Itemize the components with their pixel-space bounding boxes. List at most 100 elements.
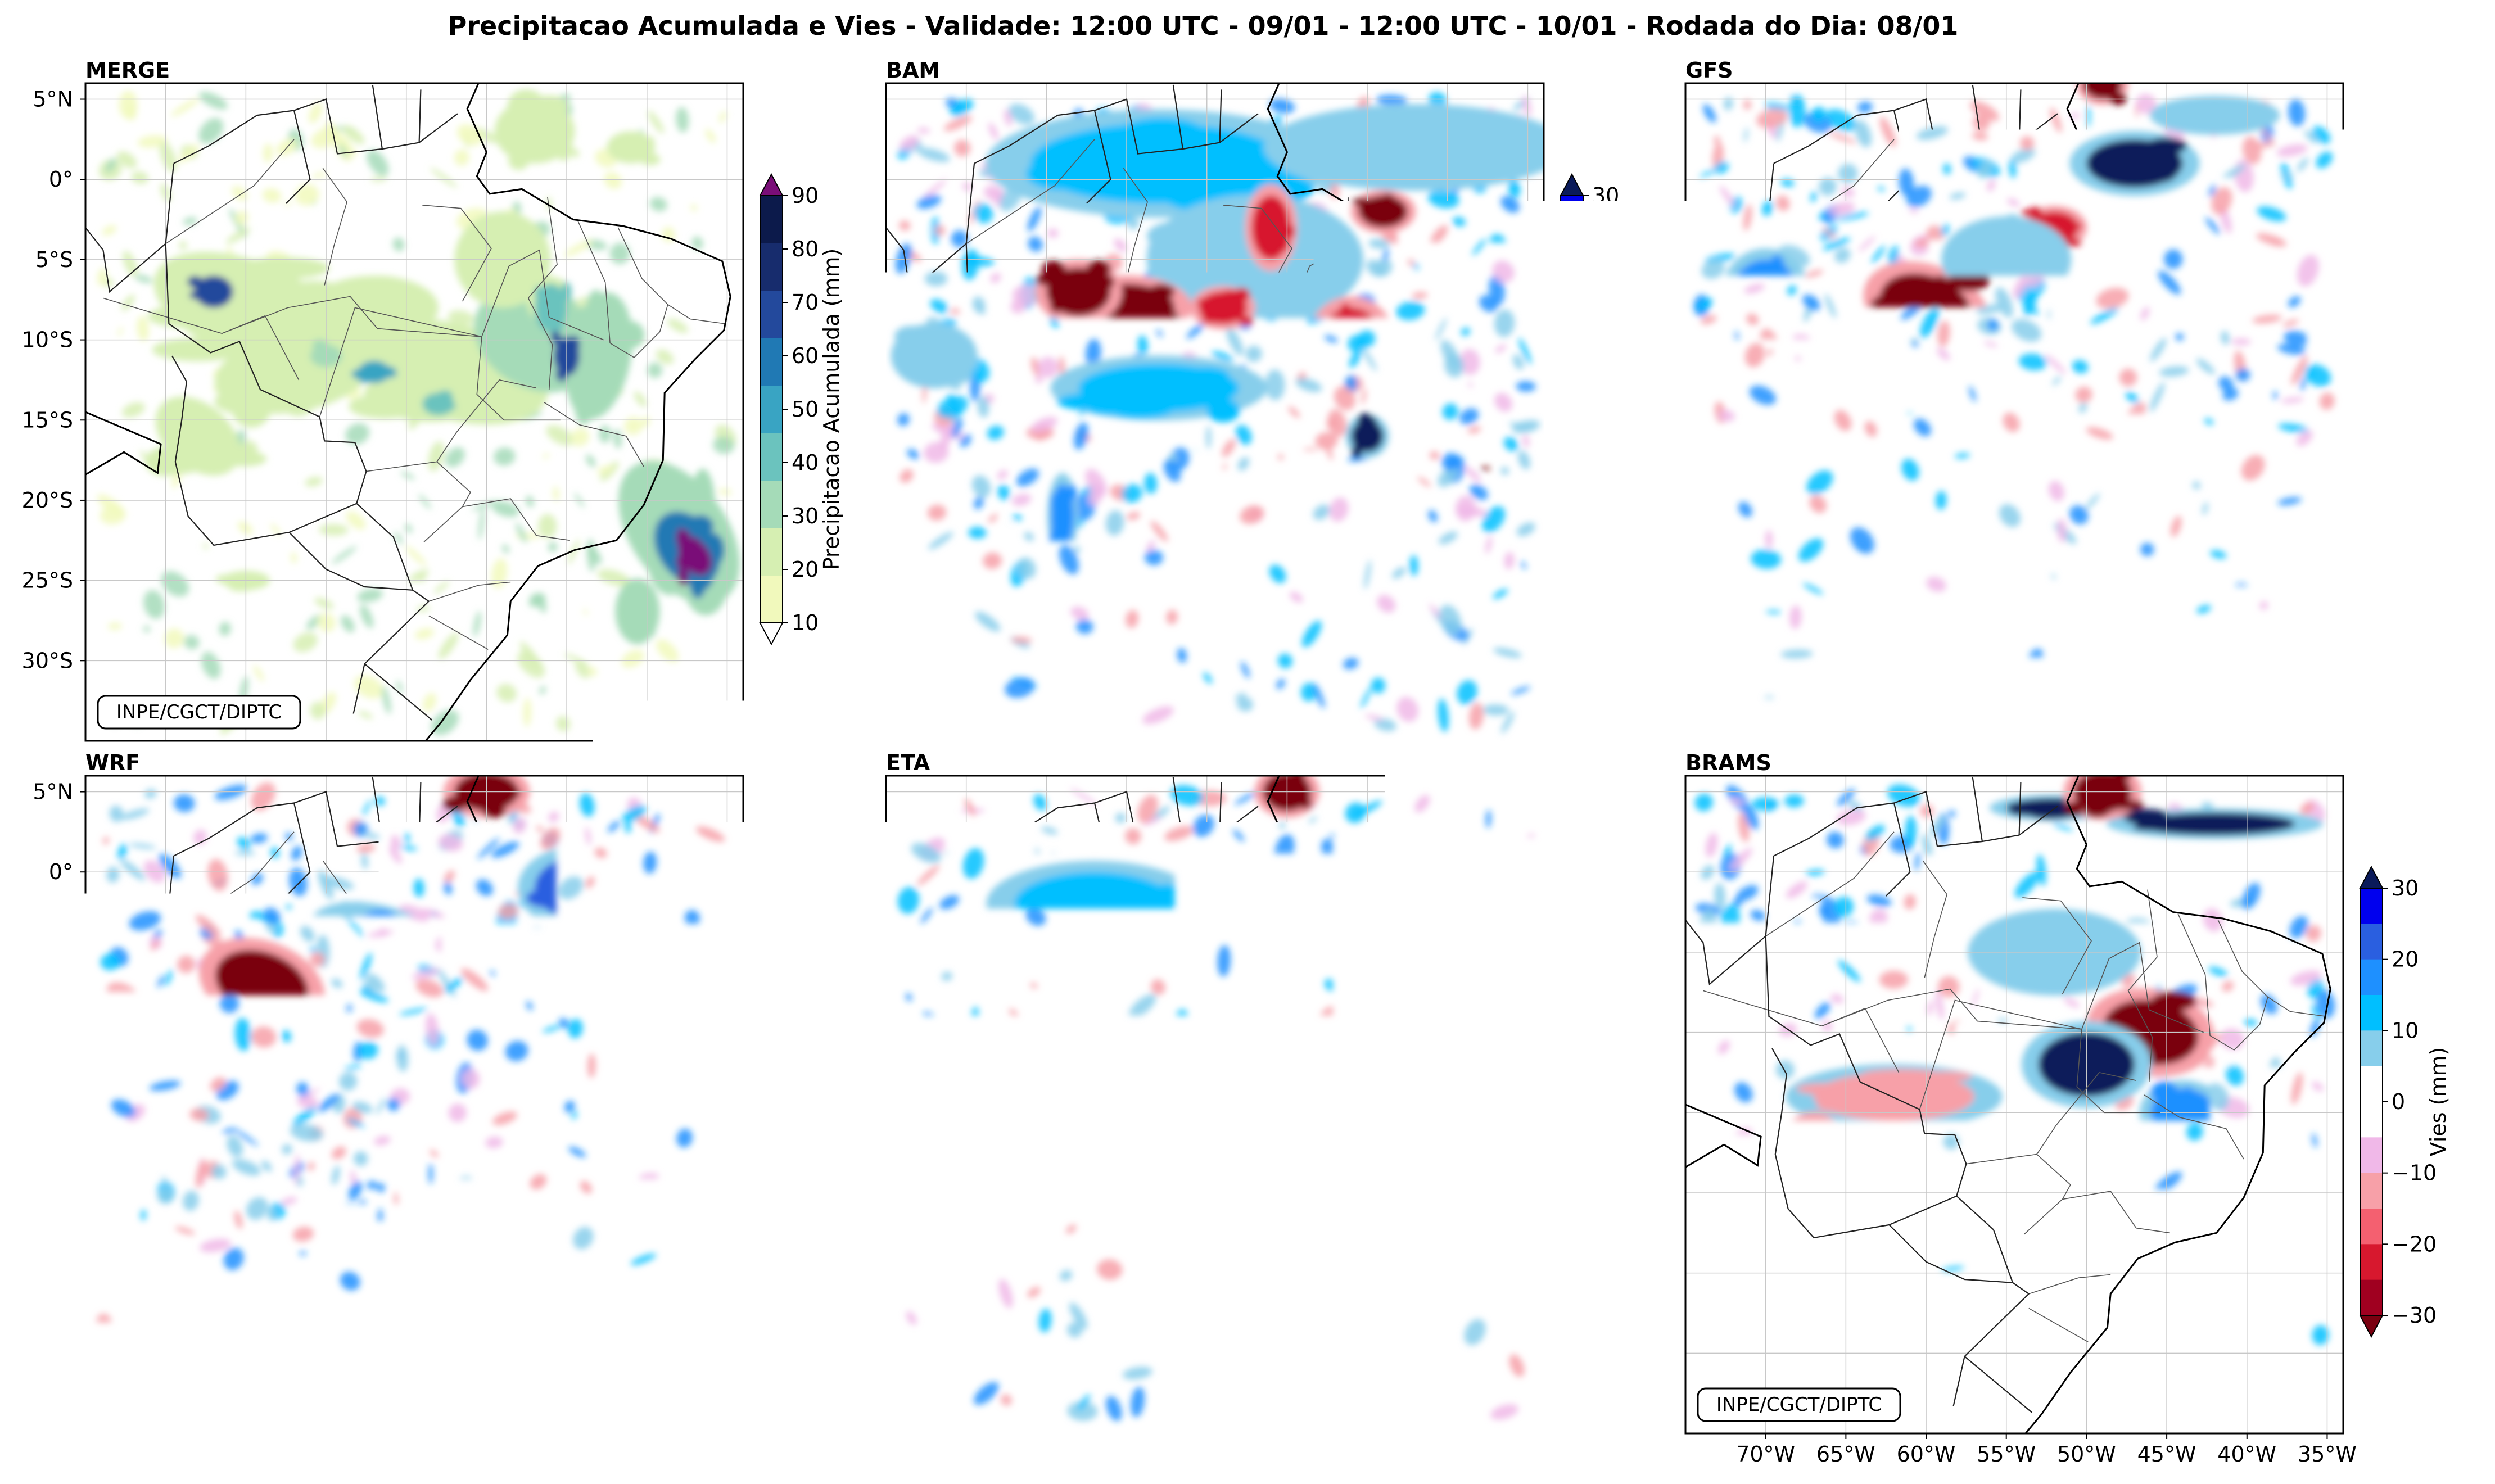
- field-fleck: [316, 1056, 374, 1073]
- field-fleck: [338, 1009, 358, 1019]
- field-fleck: [556, 367, 567, 382]
- field-fleck: [555, 1034, 597, 1053]
- field-fleck: [1270, 777, 1293, 793]
- colorbar-extend-max: [2360, 174, 2383, 196]
- field-fleck: [1805, 368, 1824, 383]
- field-fleck: [268, 1088, 301, 1102]
- field-fleck: [1881, 960, 1901, 975]
- field-fleck: [1887, 417, 1918, 446]
- colorbar-segment: [760, 1137, 783, 1173]
- lat-tick-label: 5°S: [35, 940, 73, 965]
- field-fleck: [2173, 102, 2204, 111]
- field-fleck: [230, 586, 252, 591]
- field-fleck: [2153, 421, 2171, 431]
- lon-tick-label: 70°W: [136, 1442, 195, 1467]
- lon-tick-label: 50°W: [1258, 1442, 1317, 1467]
- field-fleck: [382, 370, 397, 377]
- field-fleck: [2237, 102, 2259, 108]
- field-fleck: [594, 330, 614, 361]
- colorbar-segment: [2360, 995, 2383, 1031]
- credit-box: INPE/CGCT/DIPTC: [98, 1388, 300, 1421]
- field-fleck: [1181, 367, 1229, 383]
- field-fleck: [351, 369, 367, 379]
- field-fleck: [1865, 455, 1877, 464]
- colorbar-extend-min: [1561, 1315, 1583, 1337]
- field-fleck: [1352, 445, 1362, 458]
- field-fleck: [1350, 989, 1372, 1021]
- field-fleck: [1335, 480, 1394, 503]
- field-fleck: [1319, 1087, 1339, 1103]
- field-fleck: [1796, 1083, 1854, 1094]
- field-fleck: [2057, 540, 2101, 550]
- field-fleck: [1023, 1260, 1035, 1269]
- field-fleck: [1299, 797, 1312, 809]
- credit-text: INPE/CGCT/DIPTC: [917, 701, 1082, 723]
- colorbar: 3020100−10−20−30Vies (mm): [2360, 174, 2451, 644]
- field-fleck: [295, 965, 318, 996]
- panel-label: GFS: [1685, 58, 1733, 83]
- field-fleck: [2267, 512, 2290, 540]
- field-fleck: [1290, 218, 1340, 238]
- colorbar-extend-max: [760, 174, 783, 196]
- colorbar-tick-label: −30: [1592, 1303, 1637, 1328]
- field-speckle: [1814, 618, 1825, 631]
- field-fleck: [2109, 92, 2127, 105]
- field-fleck: [518, 1021, 563, 1037]
- colorbar-segment: [2360, 231, 2383, 267]
- lon-tick-label: 45°W: [537, 1442, 596, 1467]
- field-fleck: [468, 792, 495, 800]
- colorbar-tick-label: 10: [2392, 325, 2419, 350]
- field-fleck: [613, 321, 644, 349]
- field-fleck: [1222, 290, 1239, 297]
- lon-tick-label: 65°W: [216, 1442, 275, 1467]
- field-fleck: [1241, 468, 1290, 487]
- colorbar-tick-label: −20: [2392, 539, 2437, 564]
- field-fleck: [566, 365, 576, 374]
- credit-text: INPE/CGCT/DIPTC: [917, 1393, 1082, 1416]
- colorbar-segment: [2360, 409, 2383, 445]
- field-fleck: [2119, 800, 2144, 809]
- lon-tick-label: 55°W: [377, 1442, 436, 1467]
- field-fleck: [1239, 316, 1254, 325]
- field-fleck: [2318, 553, 2334, 574]
- field-fleck: [2154, 819, 2214, 830]
- field-fleck: [1828, 355, 1843, 369]
- colorbar-segment: [1561, 1244, 1583, 1280]
- field-fleck: [1977, 1027, 2006, 1044]
- field-fleck: [1267, 999, 1301, 1015]
- colorbar-extend-min: [1561, 623, 1583, 644]
- field-fleck: [2067, 449, 2095, 457]
- field-fleck: [1380, 193, 1395, 207]
- field-fleck: [1317, 1240, 1365, 1249]
- colorbar-tick-label: 20: [792, 947, 819, 972]
- field-fleck: [1463, 1198, 1487, 1212]
- field-fleck: [1335, 165, 1409, 188]
- colorbar-tick-label: 50: [792, 397, 819, 422]
- colorbar-segment: [760, 888, 783, 924]
- colorbar-extend-max: [760, 867, 783, 888]
- field-fleck: [2301, 1232, 2313, 1249]
- panel-label: WRF: [85, 750, 140, 775]
- colorbar-segment: [1561, 1066, 1583, 1102]
- field-fleck: [412, 1084, 427, 1096]
- colorbar-tick-label: −10: [792, 1161, 837, 1186]
- colorbar-segment: [2360, 1030, 2383, 1066]
- field-fleck: [1978, 1137, 2001, 1148]
- field-fleck: [331, 911, 364, 927]
- lon-tick-label: 45°W: [2137, 1442, 2196, 1467]
- colorbar-tick-label: 0: [1592, 1089, 1606, 1114]
- field-speckle: [2059, 1225, 2089, 1236]
- credit-text: INPE/CGCT/DIPTC: [1716, 701, 1882, 723]
- field-fleck: [1945, 257, 1978, 270]
- colorbar-segment: [2360, 960, 2383, 996]
- field-fleck: [2140, 481, 2202, 498]
- field-speckle: [428, 1361, 447, 1380]
- field-fleck: [2032, 280, 2060, 304]
- colorbar-segment: [1561, 888, 1583, 924]
- field-fleck: [1786, 1142, 1810, 1161]
- field-fleck: [2030, 1179, 2052, 1193]
- field-fleck: [553, 854, 578, 880]
- field-fleck: [944, 368, 972, 384]
- field-fleck: [561, 346, 569, 364]
- field-fleck: [2313, 623, 2335, 640]
